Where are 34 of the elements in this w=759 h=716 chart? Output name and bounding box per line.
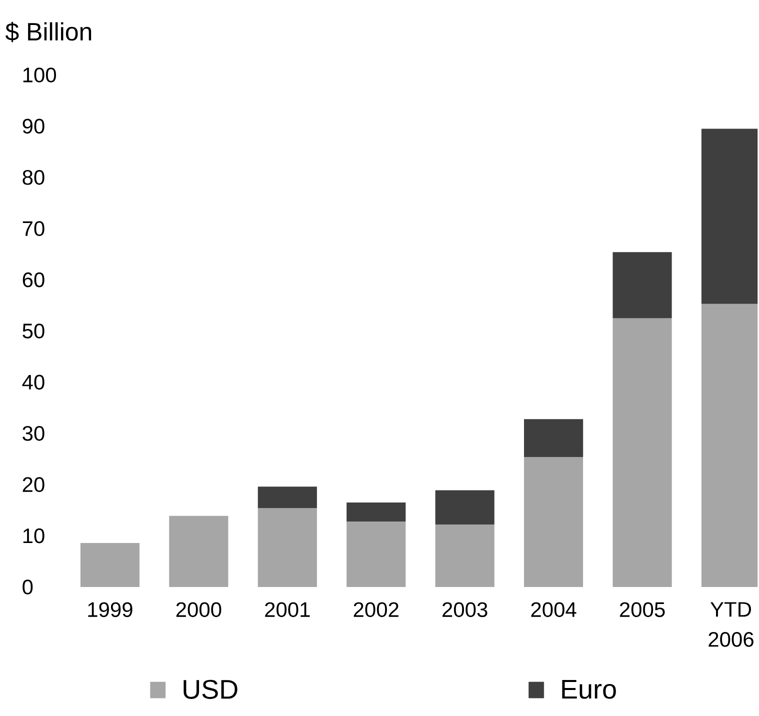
bar xyxy=(80,542,140,587)
y-tick-label: 70 xyxy=(22,221,44,236)
x-tick-label: 2005 xyxy=(620,602,665,618)
bar xyxy=(524,456,584,587)
x-tick-label: YTD 2006 xyxy=(708,602,754,647)
bar xyxy=(435,524,494,587)
y-tick-label: 50 xyxy=(22,324,44,338)
bar xyxy=(612,318,672,587)
x-tick-label: 2000 xyxy=(176,602,222,618)
x-tick-label: 2003 xyxy=(442,602,488,618)
x-tick-label: 2004 xyxy=(531,602,576,618)
bar xyxy=(435,490,494,525)
bar xyxy=(524,419,584,457)
y-tick-label: 90 xyxy=(22,118,44,134)
legend-label: USD xyxy=(184,680,238,699)
x-tick-label: 2001 xyxy=(265,602,310,618)
y-tick-label: 100 xyxy=(23,68,56,82)
bar xyxy=(258,486,317,508)
y-tick-label: 60 xyxy=(22,272,44,288)
y-tick-label: 10 xyxy=(23,528,44,544)
x-tick-label: 2002 xyxy=(354,602,398,618)
y-tick-label: 0 xyxy=(22,580,33,594)
bar xyxy=(169,516,228,587)
y-tick-label: 80 xyxy=(22,170,44,185)
bar xyxy=(346,502,406,522)
bar xyxy=(346,521,406,587)
legend-label: Euro xyxy=(562,680,616,699)
x-tick-label: 1999 xyxy=(88,602,132,618)
y-tick-label: 20 xyxy=(22,477,44,492)
y-tick-label: 40 xyxy=(22,374,44,390)
y-axis-title: $ Billion xyxy=(5,22,92,42)
y-tick-label: 30 xyxy=(22,426,44,441)
bar xyxy=(258,508,317,587)
bar xyxy=(612,252,672,318)
